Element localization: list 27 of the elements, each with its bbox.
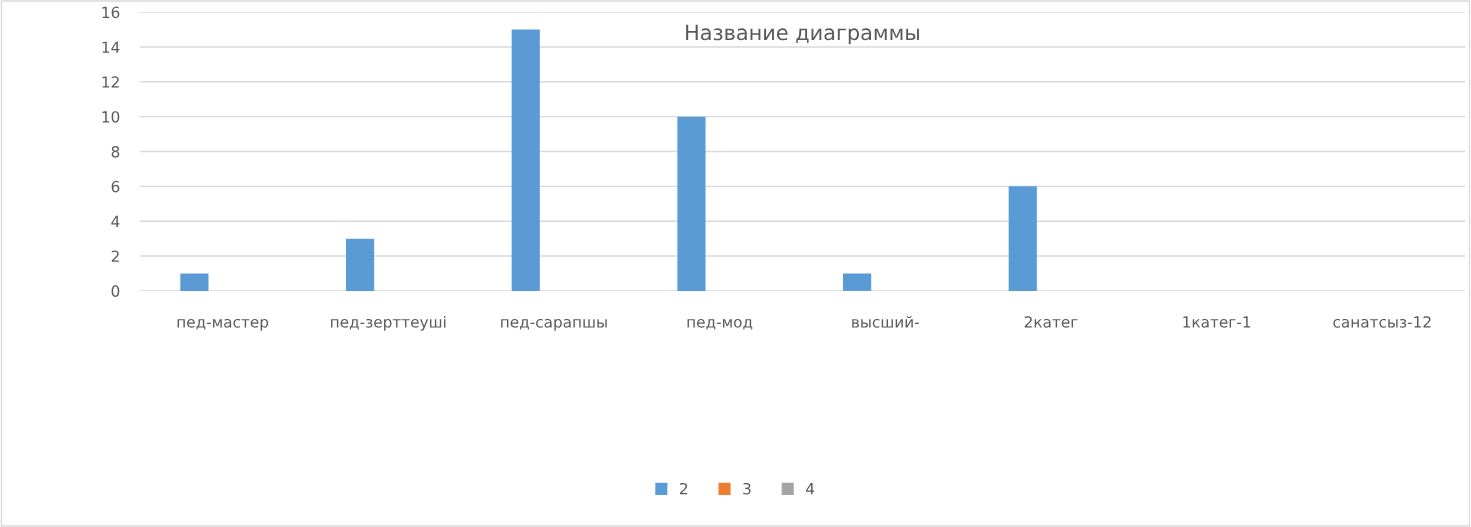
bar	[677, 116, 706, 291]
y-tick-label: 6	[111, 180, 120, 193]
x-tick-label: пед-мод	[687, 318, 753, 330]
y-tick-label: 14	[102, 41, 120, 53]
x-tick-label: пед-сарапшы	[501, 318, 607, 331]
y-tick-label: 10	[102, 111, 120, 123]
legend-label: 3	[743, 482, 751, 495]
x-tick-label: 1катег-1	[1183, 316, 1251, 328]
legend-label: 2	[680, 482, 688, 495]
x-tick-label: пед-мастер	[177, 318, 269, 331]
bar	[346, 238, 375, 291]
bar	[1008, 186, 1037, 291]
x-tick-label: 2катег	[1024, 316, 1078, 328]
bar	[511, 29, 540, 291]
bar	[180, 273, 209, 291]
y-tick-label: 16	[102, 6, 120, 19]
y-tick-label: 4	[111, 215, 120, 228]
legend-label: 4	[806, 483, 815, 495]
y-tick-label: 12	[102, 76, 119, 88]
y-tick-label: 0	[111, 285, 120, 297]
x-tick-label: санатсыз-12	[1333, 316, 1431, 328]
text: Название диаграммы	[686, 24, 919, 45]
bar	[843, 273, 872, 291]
x-tick-label: высший-	[852, 315, 919, 328]
x-tick-label: пед-зерттеуші	[331, 315, 446, 331]
y-tick-label: 2	[111, 250, 119, 262]
y-tick-label: 8	[111, 145, 120, 158]
